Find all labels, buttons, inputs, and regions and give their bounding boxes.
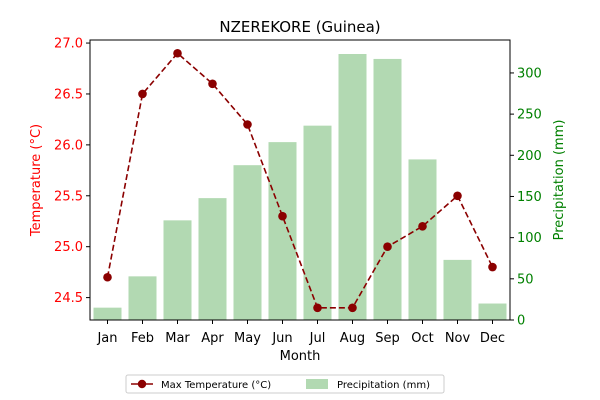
- right-tick-label: 200: [517, 149, 542, 164]
- temperature-point-aug: [348, 303, 357, 313]
- temperature-point-mar: [173, 48, 182, 58]
- left-tick-label: 24.5: [54, 291, 83, 306]
- legend-temperature-marker: [137, 379, 147, 389]
- precipitation-bar-may: [233, 165, 262, 320]
- x-tick-label: Oct: [411, 331, 433, 346]
- right-axis-ticks: 0 50 100 150 200 250 300: [510, 66, 542, 329]
- precipitation-bar-feb: [128, 276, 157, 320]
- right-tick-label: 100: [517, 231, 542, 246]
- x-tick-label: Jan: [96, 331, 117, 346]
- x-tick-label: Dec: [480, 331, 505, 346]
- temperature-point-sep: [383, 242, 392, 251]
- temperature-point-may: [243, 120, 252, 129]
- precipitation-bar-sep: [373, 58, 402, 320]
- left-tick-label: 26.5: [54, 87, 83, 102]
- right-axis-label: Precipitation (mm): [552, 120, 567, 241]
- precipitation-bar-oct: [408, 159, 437, 320]
- legend-temperature-label: Max Temperature (°C): [161, 380, 271, 391]
- left-tick-label: 25.0: [54, 240, 83, 255]
- left-axis-label: Temperature (°C): [29, 124, 44, 237]
- temperature-point-jun: [278, 211, 287, 221]
- right-tick-label: 250: [517, 108, 542, 123]
- temperature-line-path: [106, 52, 494, 309]
- plot-frame: [89, 39, 511, 321]
- temperature-line: [103, 48, 497, 313]
- precipitation-bar-dec: [478, 303, 507, 320]
- precipitation-bar-nov: [443, 259, 472, 320]
- x-axis-label: Month: [280, 349, 321, 364]
- temperature-point-jan: [103, 272, 112, 282]
- x-tick-label: May: [234, 331, 261, 346]
- left-tick-label: 26.0: [54, 138, 83, 153]
- x-axis-ticks: Jan Feb Mar Apr May Jun Jul Aug Sep Oct Nov Dec: [96, 320, 505, 346]
- temperature-point-feb: [138, 89, 147, 99]
- left-axis-ticks: 24.5 25.0 25.5 26.0 26.5 27.0: [54, 37, 90, 306]
- temperature-point-dec: [488, 262, 497, 272]
- x-tick-label: Apr: [201, 331, 224, 346]
- precipitation-bar-jan: [93, 307, 122, 320]
- temperature-point-oct: [418, 222, 427, 231]
- precipitation-bar-jul: [303, 125, 332, 321]
- precipitation-bar-mar: [163, 220, 192, 320]
- precipitation-bars: [93, 54, 507, 321]
- legend-precipitation-swatch: [306, 379, 328, 389]
- precipitation-bar-aug: [338, 54, 367, 320]
- x-tick-label: Jun: [271, 331, 292, 346]
- x-tick-label: Mar: [165, 331, 190, 346]
- right-tick-label: 50: [517, 272, 534, 287]
- legend-precipitation-label: Precipitation (mm): [337, 380, 430, 391]
- x-tick-label: Nov: [445, 331, 471, 346]
- precipitation-bar-apr: [198, 198, 227, 320]
- chart-title: NZEREKORE (Guinea): [219, 18, 380, 36]
- temperature-point-apr: [208, 79, 217, 89]
- x-tick-label: Jul: [309, 331, 326, 346]
- x-tick-label: Feb: [131, 331, 154, 346]
- left-tick-label: 25.5: [54, 189, 83, 204]
- legend-frame: [125, 374, 445, 394]
- temperature-point-jul: [313, 303, 322, 313]
- legend: Max Temperature (°C) Precipitation (mm): [125, 374, 445, 394]
- right-tick-label: 300: [517, 66, 542, 81]
- x-tick-label: Sep: [375, 331, 400, 346]
- temperature-point-nov: [453, 191, 462, 201]
- right-tick-label: 0: [517, 314, 525, 329]
- precipitation-bar-jun: [268, 142, 297, 320]
- left-tick-label: 27.0: [54, 37, 83, 52]
- x-tick-label: Aug: [340, 331, 365, 346]
- right-tick-label: 150: [517, 190, 542, 205]
